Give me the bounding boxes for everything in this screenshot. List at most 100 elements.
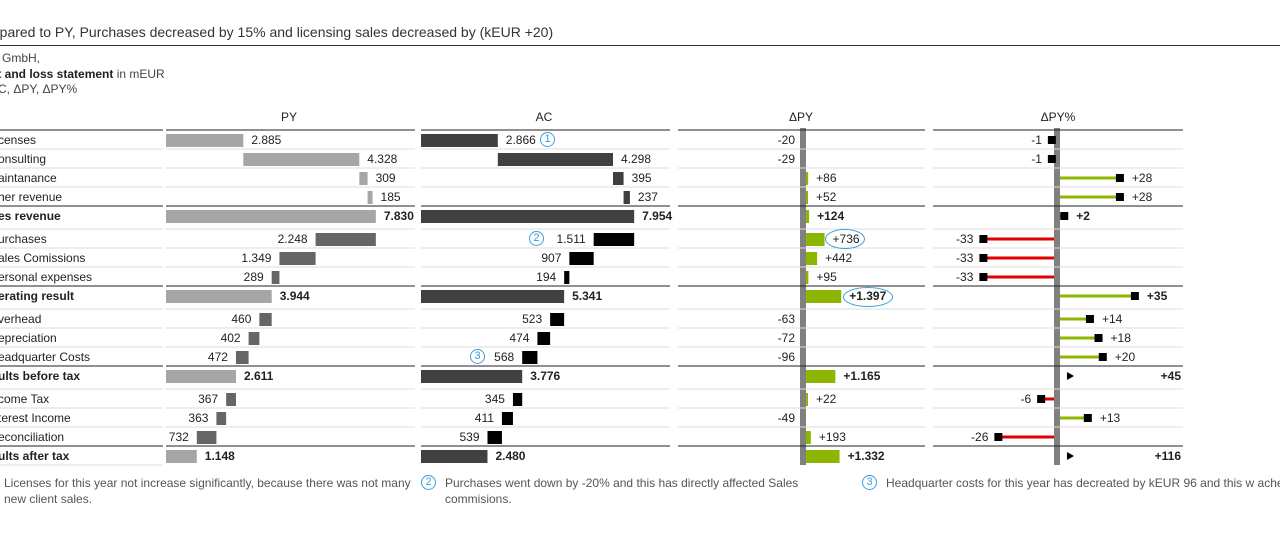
ac-value: 411	[474, 411, 494, 425]
dpy-bar	[806, 431, 811, 444]
dpyp-pin-head	[1085, 315, 1094, 323]
dpy-value: +22	[816, 392, 837, 406]
py-value: 2.611	[243, 369, 274, 383]
ac-value: 3.776	[530, 369, 561, 383]
ac-value: 474	[509, 331, 530, 345]
ac-bar	[537, 332, 551, 345]
ac-value: 7.954	[642, 209, 673, 223]
ac-value: 2.866	[505, 133, 536, 147]
row-label: eadquarter Costs	[0, 350, 91, 364]
dpyp-value: +13	[1099, 411, 1121, 425]
company-name: C GmbH,	[0, 51, 41, 65]
note-2-text: Purchases went down by -20% and this has…	[445, 476, 799, 506]
py-value: 472	[207, 350, 228, 364]
title-divider	[0, 45, 1280, 46]
dpyp-value: +14	[1101, 312, 1123, 326]
py-bar	[359, 172, 368, 185]
row-label: censes	[0, 133, 37, 147]
dpyp-value: +2	[1076, 209, 1090, 223]
py-value: 309	[375, 171, 396, 185]
dpyp-pin-head	[1115, 193, 1124, 201]
dpy-value: -49	[777, 411, 795, 425]
py-bar	[166, 290, 272, 303]
py-value: 3.944	[279, 289, 310, 303]
dpy-bar	[806, 393, 808, 406]
row-label: come Tax	[0, 392, 50, 406]
note-3-text: Headquarter costs for this year has decr…	[886, 475, 1280, 491]
dpyp-axis	[1054, 128, 1060, 465]
dpyp-value: -1	[1031, 152, 1042, 166]
col-header-dpyp: ΔPY%	[1040, 110, 1076, 124]
py-bar	[243, 153, 360, 166]
row-label: erating result	[0, 289, 75, 303]
dpy-bar	[806, 450, 840, 463]
dpyp-value: -33	[956, 232, 974, 246]
ac-bar	[512, 393, 523, 406]
dpy-bar	[806, 290, 842, 303]
py-bar	[166, 450, 197, 463]
dpy-value: +95	[816, 270, 837, 284]
py-bar	[216, 412, 227, 425]
dpy-value: +1.332	[847, 449, 885, 463]
note-1-marker-inline: 1	[540, 132, 555, 147]
dpyp-pin-head	[1094, 334, 1103, 342]
dpy-value: -63	[777, 312, 795, 326]
dpyp-pin-head	[979, 273, 988, 281]
statement-unit: in mEUR	[113, 67, 165, 81]
highlight-purchases-delta	[825, 229, 865, 249]
dpyp-value: +28	[1131, 190, 1153, 204]
row-label: es revenue	[0, 209, 61, 223]
dpy-value: -29	[777, 152, 795, 166]
dpyp-pin-head	[1098, 353, 1107, 361]
note-3-marker: 3	[862, 475, 877, 490]
row-label: aintanance	[0, 171, 57, 185]
dpy-value: +52	[816, 190, 837, 204]
row-label: onsulting	[0, 152, 47, 166]
dpyp-pin-head	[1047, 155, 1056, 163]
row-label: verhead	[0, 312, 42, 326]
ac-value: 5.341	[572, 289, 603, 303]
ac-bar	[612, 172, 624, 185]
dpy-value: +1.165	[843, 369, 881, 383]
ac-bar	[421, 450, 488, 463]
ac-value: 568	[494, 350, 515, 364]
ac-bar	[421, 370, 523, 383]
note-3-line: Headquarter costs for this year has decr…	[886, 476, 1280, 490]
dpyp-clip-arrow	[1067, 372, 1074, 380]
dpyp-pin-head	[979, 235, 988, 243]
dpyp-pin-head	[1130, 292, 1139, 300]
py-bar	[196, 431, 217, 444]
py-bar	[166, 370, 236, 383]
dpy-bar	[806, 252, 818, 265]
dpyp-pin-head	[979, 254, 988, 262]
dpyp-value: -1	[1031, 133, 1042, 147]
col-header-py: PY	[280, 110, 297, 124]
dpy-axis	[800, 128, 806, 465]
measures-line: AC, ΔPY, ΔPY%	[0, 82, 78, 96]
row-label: her revenue	[0, 190, 63, 204]
dpyp-clip-arrow	[1067, 452, 1074, 460]
dpy-value: +442	[825, 251, 853, 265]
dpyp-pin-head	[1083, 414, 1092, 422]
ac-bar	[501, 412, 513, 425]
ac-value: 539	[459, 430, 480, 444]
dpyp-pin-head	[1060, 212, 1069, 220]
py-value: 2.885	[251, 133, 282, 147]
dpyp-pin-head	[1037, 395, 1046, 403]
note-3-marker-inline: 3	[470, 349, 485, 364]
dpy-bar	[806, 370, 836, 383]
dpy-bar	[806, 233, 825, 246]
dpyp-pin-head	[994, 433, 1003, 441]
dpy-bar	[806, 191, 808, 204]
dpy-value: +193	[818, 430, 846, 444]
ac-bar	[487, 431, 502, 444]
dpyp-value: +20	[1114, 350, 1136, 364]
py-bar	[166, 134, 244, 147]
py-value: 732	[168, 430, 189, 444]
row-label: ults before tax	[0, 369, 81, 383]
py-bar	[367, 191, 373, 204]
col-header-dpy: ΔPY	[788, 110, 814, 124]
dpyp-value: +116	[1154, 449, 1181, 463]
py-bar	[226, 393, 236, 406]
py-bar	[315, 233, 376, 246]
